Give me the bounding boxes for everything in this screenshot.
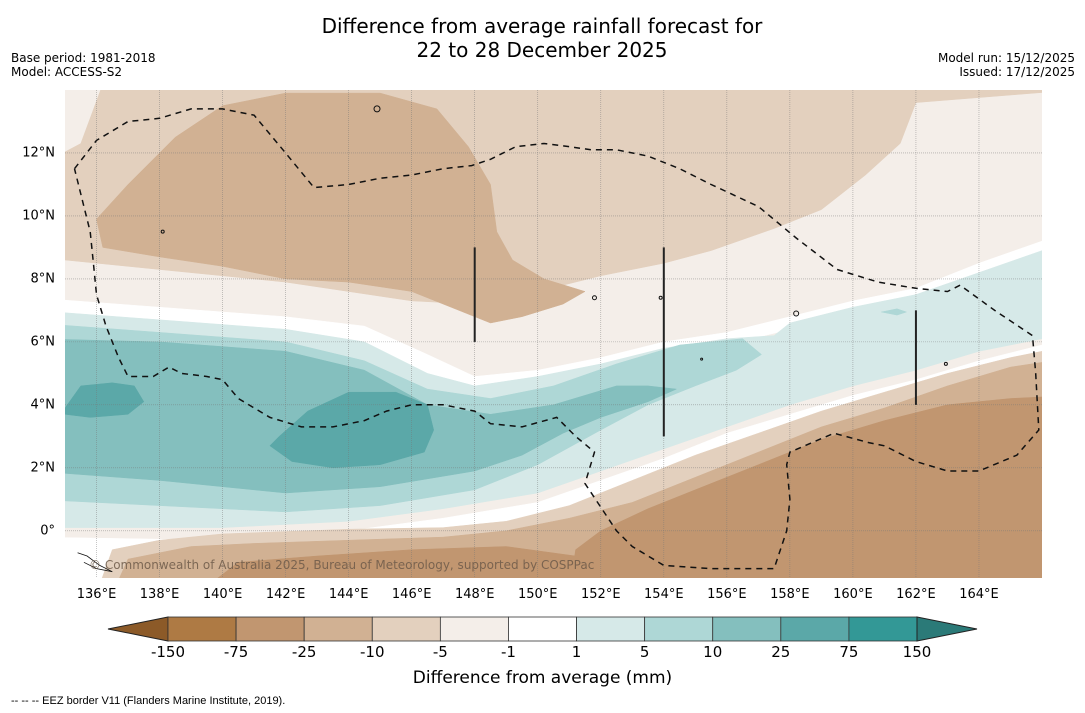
latitude-tick-label: 12°N [22, 145, 55, 161]
longitude-tick-label: 142°E [265, 587, 306, 602]
latitude-tick-label: 4°N [30, 397, 56, 413]
longitude-tick-label: 158°E [770, 587, 810, 602]
island-outline [160, 229, 165, 234]
colorbar-tick-label: -75 [223, 643, 249, 661]
colorbar-tick-label: 1 [571, 643, 582, 661]
latitude-tick-label: 10°N [22, 208, 55, 224]
model-name: Model: ACCESS-S2 [11, 65, 123, 79]
issued-date: Issued: 17/12/2025 [959, 65, 1075, 79]
colorbar-tick-label: 10 [703, 643, 723, 661]
colorbar-tick-label: -10 [360, 643, 385, 661]
latitude-tick-label: 0° [40, 523, 55, 539]
longitude-tick-label: 140°E [202, 587, 243, 602]
colorbar [107, 616, 978, 642]
footnote: -- -- -- EEZ border V11 (Flanders Marine… [11, 695, 286, 707]
colorbar-bin [780, 616, 850, 642]
colorbar-title-text: Difference from average (mm) [412, 668, 673, 688]
colorbar-bin [712, 616, 782, 642]
colorbar-tick-label: 75 [839, 643, 859, 661]
contour-region [65, 382, 145, 418]
contour-fills [65, 90, 1042, 578]
contour-region [269, 391, 434, 469]
eez-border [73, 108, 1040, 570]
model-run: Model run: 15/12/2025 [937, 51, 1075, 65]
island-outline [591, 295, 597, 301]
colorbar-bin [644, 616, 714, 642]
colorbar-bin [167, 616, 237, 642]
colorbar-bin [576, 616, 646, 642]
graticule [65, 90, 1042, 578]
meridian-segments [473, 247, 917, 437]
colorbar-extend-max [916, 616, 978, 642]
longitude-tick-label: 136°E [76, 587, 117, 602]
longitude-tick-label: 150°E [517, 587, 558, 602]
colorbar-tick-label: 150 [902, 643, 932, 661]
title-line-1: Difference from average rainfall forecas… [321, 14, 763, 38]
colorbar-tick-label: -1 [500, 643, 516, 661]
island-outline [77, 552, 113, 573]
colorbar-bin [848, 616, 918, 642]
colorbar-title: Difference from average (mm) [0, 668, 1085, 688]
title-line-2: 22 to 28 December 2025 [416, 38, 668, 62]
latitude-tick-label: 6°N [30, 334, 56, 350]
map-title: Difference from average rainfall forecas… [0, 14, 1085, 62]
longitude-tick-label: 138°E [139, 587, 180, 602]
longitude-tick-label: 146°E [391, 587, 432, 602]
island-outline [793, 310, 800, 317]
longitude-tick-label: 164°E [959, 587, 999, 602]
colorbar-tick-label: -150 [150, 643, 186, 661]
copyright-text: © Commonwealth of Australia 2025, Bureau… [89, 558, 595, 572]
longitude-tick-label: 148°E [454, 587, 495, 602]
island-outline [658, 295, 663, 300]
meta-right: Model run: 15/12/2025 Issued: 17/12/2025 [938, 51, 1075, 79]
contour-region [881, 308, 908, 316]
longitude-tick-label: 144°E [328, 587, 369, 602]
colorbar-bin [439, 616, 509, 642]
base-period: Base period: 1981-2018 [11, 51, 156, 65]
colorbar-bin [303, 616, 373, 642]
island-outline [943, 361, 948, 366]
colorbar-tick-label: 25 [771, 643, 791, 661]
latitude-tick-label: 2°N [30, 460, 56, 476]
island-outline [700, 357, 704, 361]
colorbar-extend-min [107, 616, 169, 642]
colorbar-bin [235, 616, 305, 642]
colorbar-bin [371, 616, 441, 642]
islands [77, 105, 948, 573]
longitude-tick-label: 156°E [707, 587, 747, 602]
island-outline [373, 105, 381, 113]
contour-region [217, 546, 582, 578]
longitude-tick-label: 160°E [833, 587, 873, 602]
longitude-tick-label: 154°E [644, 587, 684, 602]
longitude-tick-label: 162°E [896, 587, 936, 602]
colorbar-tick-label: 5 [639, 643, 650, 661]
eez-border-line [73, 108, 1040, 570]
contour-region [96, 92, 586, 324]
longitude-tick-label: 152°E [581, 587, 621, 602]
colorbar-tick-label: -5 [432, 643, 448, 661]
colorbar-tick-label: -25 [291, 643, 317, 661]
colorbar-bin [508, 616, 577, 642]
latitude-tick-label: 8°N [30, 271, 56, 287]
meta-left: Base period: 1981-2018 Model: ACCESS-S2 [11, 51, 156, 79]
